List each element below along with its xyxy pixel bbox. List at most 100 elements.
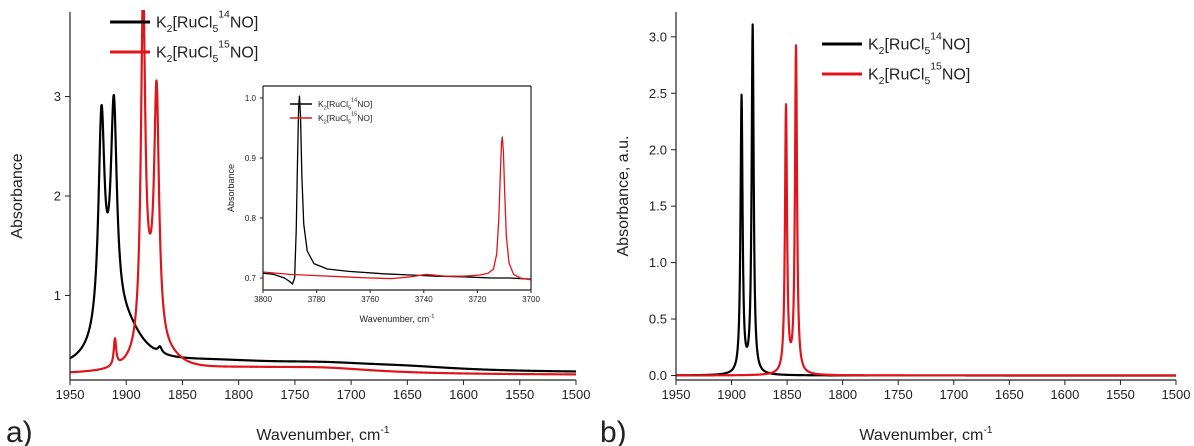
x-tick-label: 1650 <box>995 387 1024 402</box>
x-tick-label: 1550 <box>1106 387 1135 402</box>
x-tick-label: 1750 <box>884 387 913 402</box>
legend-text-part: 15 <box>930 62 942 73</box>
legend-text-part: NO] <box>230 15 258 32</box>
legend-text-part: 2 <box>324 119 327 125</box>
legend-text-part: [RuCl <box>884 67 924 84</box>
y-axis-title: Absorbance, a.u. <box>615 136 632 257</box>
x-tick-label: 1600 <box>449 387 478 402</box>
series-group <box>676 23 1176 377</box>
y-axis-title: Absorbance <box>9 153 26 238</box>
legend-text-part: K <box>156 45 167 62</box>
x-tick-label: 1850 <box>168 387 197 402</box>
panel-b-label: b) <box>600 416 627 446</box>
y-tick-label: 0.8 <box>245 214 257 223</box>
x-axis-title-sup: -1 <box>983 425 992 436</box>
legend-text-part: 2 <box>167 54 173 65</box>
panel-a-label: a) <box>6 416 33 446</box>
legend-text-part: K <box>156 15 167 32</box>
series-line-15NO <box>263 136 531 281</box>
y-axis-title: Absorbance <box>226 164 236 212</box>
x-tick-label: 1950 <box>56 387 85 402</box>
legend-text-part: K <box>868 67 879 84</box>
legend-text-part: 14 <box>930 32 942 43</box>
legend-text-part: 5 <box>212 24 218 35</box>
x-tick-label: 1500 <box>1162 387 1191 402</box>
legend-text-part: 14 <box>218 10 230 21</box>
legend-text-part: 2 <box>879 46 885 57</box>
y-tick-label: 1.0 <box>649 255 667 270</box>
legend-text-part: 15 <box>218 40 230 51</box>
legend-text-part: NO] <box>357 99 372 109</box>
x-tick-label: 1950 <box>662 387 691 402</box>
x-tick-label: 1750 <box>280 387 309 402</box>
x-axis-title-sup: -1 <box>380 425 389 436</box>
x-tick-label: 3780 <box>308 295 326 304</box>
y-tick-label: 0.7 <box>245 274 257 283</box>
series-line-14NO <box>70 94 576 373</box>
legend-text-part: NO] <box>357 113 372 123</box>
y-tick-label: 1.0 <box>245 94 257 103</box>
x-tick-label: 1700 <box>939 387 968 402</box>
y-tick-label: 0.9 <box>245 154 257 163</box>
y-tick-label: 0.5 <box>649 312 667 327</box>
x-axis-title: Wavenumber, cm-1 <box>256 425 389 444</box>
legend-text-part: K <box>318 99 324 109</box>
x-axis-title: Wavenumber, cm-1 <box>859 425 992 444</box>
y-tick-label: 0.0 <box>649 368 667 383</box>
y-tick-label: 3 <box>54 89 61 104</box>
panel-a-inset-plot: 3800 3780 3760 3740 3720 3700 0.7 0.8 0.9 1.0 Wave… <box>226 85 540 324</box>
x-tick-label: 1850 <box>773 387 802 402</box>
x-tick-label: 1500 <box>562 387 591 402</box>
x-tick-label: 1550 <box>505 387 534 402</box>
legend-label: K2[RuCl515NO] <box>318 112 372 126</box>
x-axis-title-text: Wavenumber, cm <box>859 427 983 444</box>
legend-text-part: 14 <box>351 98 357 104</box>
legend-text-part: [RuCl <box>884 37 924 54</box>
legend-text-part: K <box>868 37 879 54</box>
series-group <box>263 95 531 285</box>
legend-text-part: 5 <box>924 46 930 57</box>
x-axis-title: Wavenumber, cm-1 <box>360 314 435 324</box>
legend-text-part: 2 <box>167 24 173 35</box>
x-tick-label: 3760 <box>361 295 379 304</box>
legend-label: K2[RuCl514NO] <box>868 32 970 57</box>
legend-label: K2[RuCl514NO] <box>156 10 258 35</box>
legend-label: K2[RuCl515NO] <box>156 40 258 65</box>
legend-text-part: 2 <box>879 76 885 87</box>
inset-background <box>263 86 531 290</box>
legend-label: K2[RuCl515NO] <box>868 62 970 87</box>
x-tick-label: 3720 <box>469 295 487 304</box>
x-tick-label: 3800 <box>254 295 272 304</box>
x-tick-label: 3740 <box>415 295 433 304</box>
x-axis-title-text: Wavenumber, cm <box>256 427 380 444</box>
x-tick-label: 1800 <box>224 387 253 402</box>
legend-text-part: 15 <box>351 112 357 118</box>
legend-text-part: K <box>318 113 324 123</box>
y-tick-label: 1.5 <box>649 199 667 214</box>
x-tick-label: 1800 <box>828 387 857 402</box>
legend-text-part: 2 <box>324 105 327 111</box>
legend-text-part: NO] <box>942 37 970 54</box>
legend-text-part: NO] <box>230 45 258 62</box>
y-tick-label: 1 <box>54 288 61 303</box>
y-tick-label: 2 <box>54 189 61 204</box>
y-tick-label: 2.5 <box>649 86 667 101</box>
legend-text-part: 5 <box>348 119 351 125</box>
legend-text-part: 5 <box>348 105 351 111</box>
y-tick-label: 2.0 <box>649 142 667 157</box>
x-tick-label: 1900 <box>717 387 746 402</box>
legend-text-part: NO] <box>942 67 970 84</box>
x-tick-label: 1650 <box>393 387 422 402</box>
panel-b-plot: 1950 1900 1850 1800 1750 1700 1650 1600 1550 1500… <box>615 12 1190 444</box>
legend-text-part: 5 <box>924 76 930 87</box>
series-line-15NO <box>70 10 576 376</box>
x-axis-title-sup: -1 <box>429 314 434 320</box>
legend-text-part: [RuCl <box>327 99 348 109</box>
legend-text-part: [RuCl <box>172 15 212 32</box>
x-tick-label: 1600 <box>1050 387 1079 402</box>
x-tick-label: 1700 <box>337 387 366 402</box>
legend-label: K2[RuCl514NO] <box>318 98 372 112</box>
series-group <box>70 10 576 376</box>
x-axis-title-text: Wavenumber, cm <box>360 314 430 324</box>
legend-text-part: [RuCl <box>327 113 348 123</box>
